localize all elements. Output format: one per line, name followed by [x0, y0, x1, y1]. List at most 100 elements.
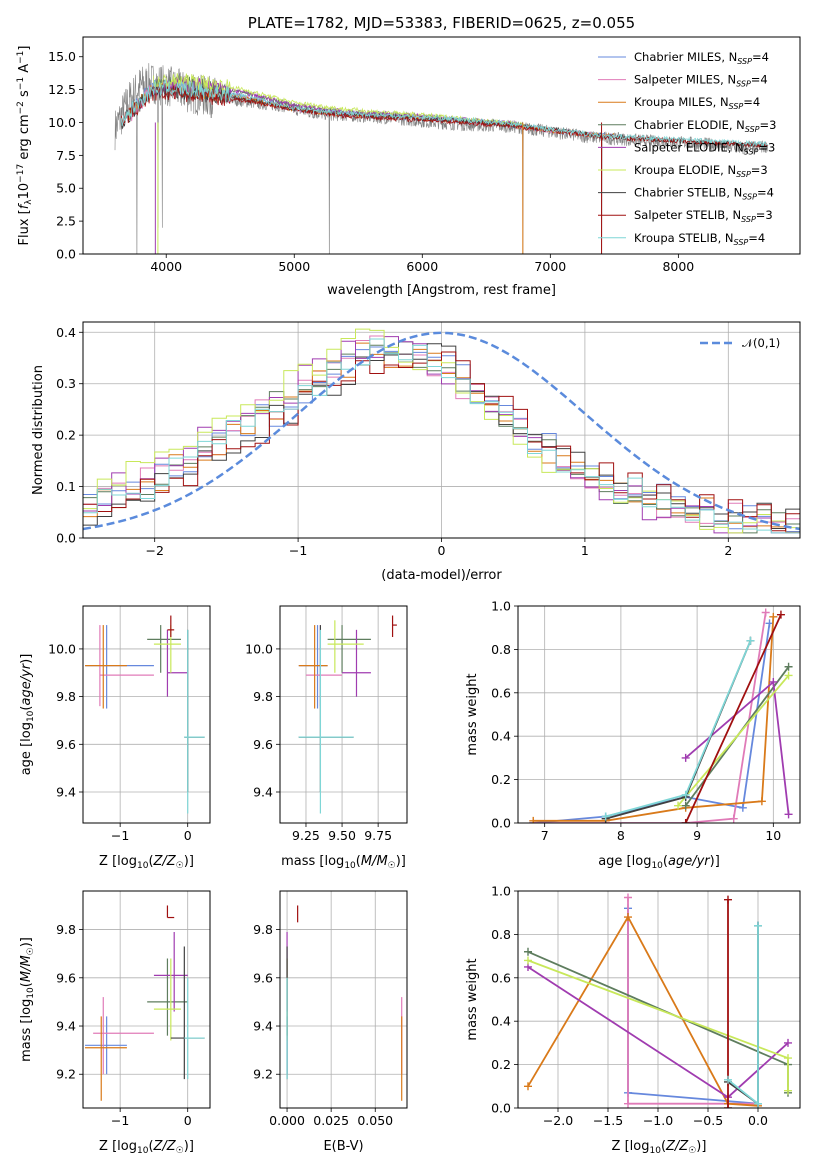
panel-residuals: −2 −1 0 1 2 0.0 0.1 0.2 0.3 0.4 𝒩(0,1) (data-model)… — [31, 321, 801, 583]
y-tick-label: 12.5 — [48, 82, 76, 97]
panel-age-vs-Z: −1 0 9.4 9.6 9.8 10.0 Z [log10(Z/Z☉)] age [log1… — [19, 605, 211, 871]
weight-marker-8 — [724, 1075, 732, 1084]
plot-area — [298, 615, 397, 814]
legend: Chabrier MILES, NSSP=4 Salpeter MILES, NS… — [598, 50, 776, 247]
spectrum-series-5 — [153, 73, 525, 128]
panel-mass-vs-EBV: 0.000 0.025 0.050 9.2 9.4 9.6 9.8 — [253, 890, 408, 1128]
legend-label-2: Kroupa MILES, NSSP=4 — [634, 95, 760, 111]
y-tick-label: 9.4 — [253, 1019, 273, 1034]
y-tick-label: 9.4 — [56, 1019, 76, 1034]
panel-mass-vs-Z: −1 0 9.2 9.4 9.6 9.8 Z [log10(Z/Z☉)] mass [log1… — [19, 890, 211, 1156]
y-tick-label: 9.6 — [56, 737, 76, 752]
weight-marker-5 — [524, 956, 532, 965]
weight-marker-8 — [754, 921, 762, 930]
x-tick-label: 9 — [693, 828, 701, 843]
y-tick-label: 15.0 — [48, 49, 76, 64]
y-tick-label: 9.8 — [253, 922, 273, 937]
x-tick-label: 4000 — [150, 259, 182, 274]
x-tick-label: 5000 — [278, 259, 310, 274]
x-axis-label: age [log10(age/yr)] — [598, 854, 720, 871]
x-tick-label: 1 — [581, 543, 589, 558]
weight-marker-8 — [746, 636, 755, 645]
y-tick-label: 9.6 — [56, 970, 76, 985]
y-tick-label: 0.4 — [491, 729, 511, 744]
axes-frame — [517, 890, 801, 1109]
plot-area — [286, 905, 403, 1101]
chart-title: PLATE=1782, MJD=53383, FIBERID=0625, z=0… — [248, 14, 635, 32]
weight-series-2 — [527, 915, 759, 1107]
y-tick-label: 9.6 — [253, 970, 273, 985]
legend-label-4: Salpeter ELODIE, NSSP=3 — [634, 140, 775, 156]
x-axis-label: mass [log10(M/M☉)] — [281, 854, 406, 871]
axes-frame — [279, 890, 408, 1109]
x-tick-label: 8000 — [662, 259, 694, 274]
histogram-8 — [83, 338, 800, 534]
x-tick-label: 0 — [438, 543, 446, 558]
panel-weight-vs-age: 7 8 9 10 0.0 0.2 0.4 0.6 0.8 1.0 age [log10(age/yr… — [465, 599, 801, 871]
y-tick-label: 0.8 — [491, 927, 511, 942]
panel-weight-vs-Z: −2.0 −1.5 −1.0 −0.5 0.0 0.0 0.2 0.4 0.6 0.8 1.0 Z [… — [465, 884, 801, 1156]
y-tick-label: 9.6 — [253, 737, 273, 752]
x-tick-label: 6000 — [406, 259, 438, 274]
weight-marker-3 — [784, 662, 793, 671]
weight-series-1 — [627, 897, 758, 1105]
x-tick-label: −2.0 — [543, 1113, 573, 1128]
y-axis-label: mass weight — [465, 673, 480, 755]
y-tick-label: 1.0 — [491, 599, 511, 614]
y-tick-label: 9.8 — [253, 689, 273, 704]
y-tick-label: 9.4 — [253, 785, 273, 800]
panel-age-vs-mass: 9.25 9.50 9.75 9.4 9.6 9.8 10.0 mass [log10(M/M… — [245, 605, 408, 871]
weight-marker-4 — [784, 1038, 792, 1047]
x-tick-label: −1.5 — [593, 1113, 623, 1128]
legend-label-7: Salpeter STELIB, NSSP=3 — [634, 208, 773, 224]
y-tick-label: 0.6 — [491, 685, 511, 700]
plot-area — [83, 328, 800, 534]
y-tick-label: 0.0 — [56, 531, 76, 546]
weight-marker-2 — [624, 913, 632, 922]
y-axis-label: Normed distribution — [31, 365, 46, 495]
x-axis-label: Z [log10(Z/Z☉)] — [99, 854, 194, 871]
weight-marker-3 — [524, 947, 532, 956]
y-tick-label: 0.0 — [56, 247, 76, 262]
weight-marker-4 — [681, 753, 690, 762]
y-tick-label: 5.0 — [56, 181, 76, 196]
weight-series-7 — [684, 614, 782, 823]
y-tick-label: 10.0 — [48, 641, 76, 656]
y-tick-label: 9.4 — [56, 785, 76, 800]
y-axis-label: Flux [fλ10−17 erg cm−2 s−1 A−1] — [16, 46, 34, 246]
weight-marker-1 — [624, 1099, 632, 1108]
weight-marker-0 — [738, 803, 747, 812]
histogram-5 — [83, 328, 800, 534]
legend-label-8: Kroupa STELIB, NSSP=4 — [634, 231, 765, 247]
x-tick-label: −1 — [289, 543, 307, 558]
weight-series-5 — [677, 674, 790, 807]
y-tick-label: 9.8 — [56, 689, 76, 704]
histogram-7 — [83, 351, 800, 532]
weight-marker-8 — [754, 1099, 762, 1108]
y-tick-label: 7.5 — [56, 148, 76, 163]
y-axis-label: mass [log10(M/M☉)] — [19, 937, 36, 1062]
weight-marker-5 — [674, 801, 683, 810]
weight-series-1 — [533, 612, 767, 823]
y-tick-label: 9.2 — [253, 1067, 273, 1082]
x-tick-label: 0.025 — [313, 1113, 349, 1128]
x-axis-label: wavelength [Angstrom, rest frame] — [327, 283, 556, 298]
x-tick-label: 0.0 — [748, 1113, 768, 1128]
y-tick-label: 0.8 — [491, 642, 511, 657]
x-axis-label: Z [log10(Z/Z☉)] — [612, 1139, 707, 1156]
plot-area — [524, 893, 792, 1108]
legend-label-3: Chabrier ELODIE, NSSP=3 — [634, 118, 776, 134]
y-tick-label: 0.0 — [491, 1101, 511, 1116]
axes-frame — [82, 321, 801, 539]
axes-frame — [82, 36, 801, 255]
y-tick-label: 0.0 — [491, 816, 511, 831]
y-tick-label: 1.0 — [491, 884, 511, 899]
y-tick-label: 10.0 — [245, 641, 273, 656]
weight-marker-4 — [769, 677, 778, 686]
x-axis-label: E(B-V) — [323, 1139, 363, 1154]
x-tick-label: 9.50 — [328, 828, 356, 843]
y-axis-label: age [log10(age/yr)] — [19, 654, 36, 776]
y-axis-label: mass weight — [465, 958, 480, 1040]
y-tick-label: 0.2 — [56, 428, 76, 443]
weight-marker-2 — [769, 612, 778, 621]
